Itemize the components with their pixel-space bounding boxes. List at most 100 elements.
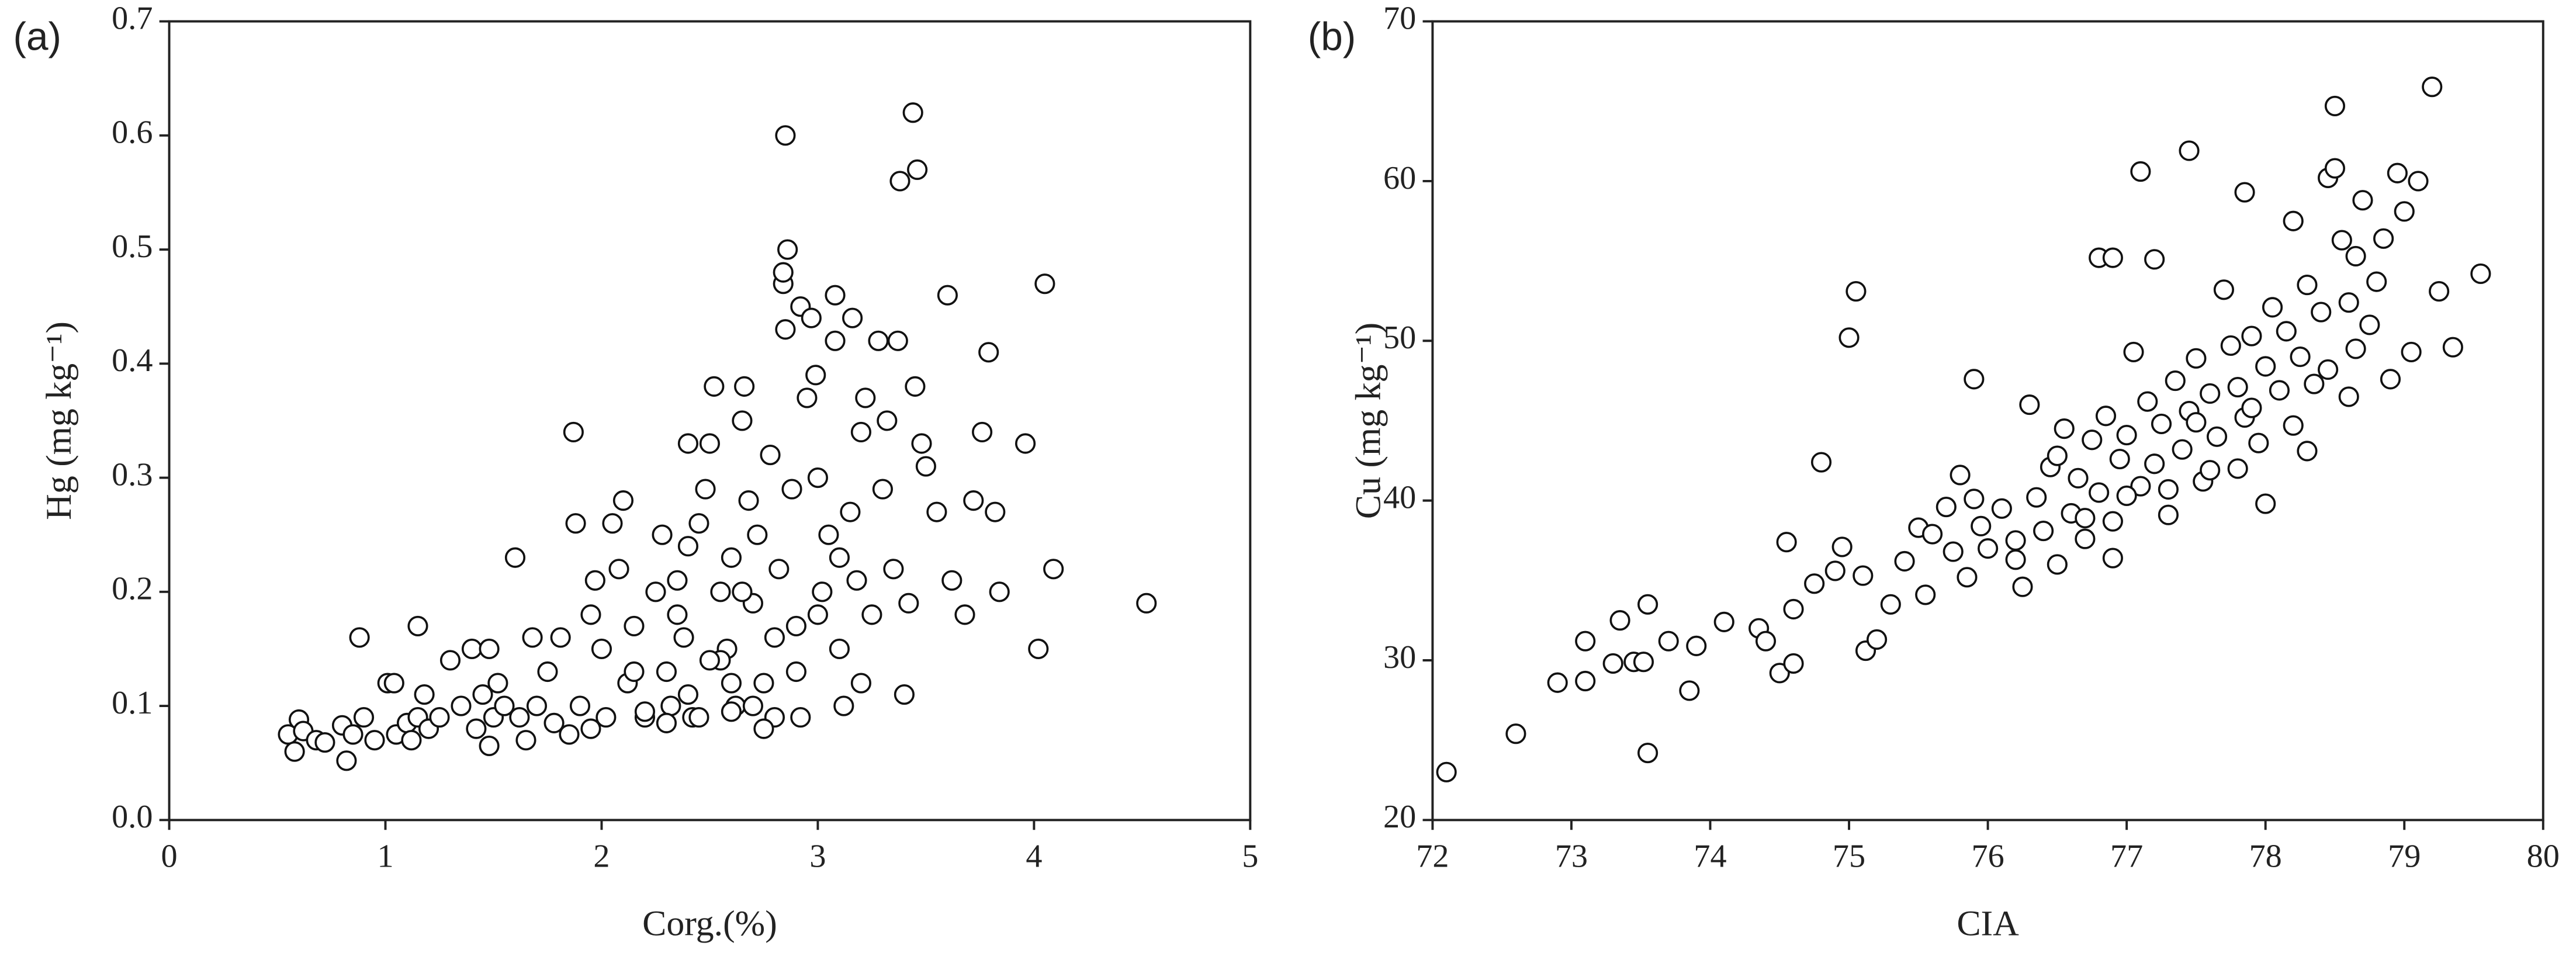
data-point — [2255, 356, 2276, 377]
data-point — [781, 479, 802, 500]
data-point — [2033, 520, 2054, 542]
data-point — [2324, 158, 2346, 179]
data-point — [926, 501, 947, 522]
data-point — [2227, 458, 2248, 479]
x-tick-label: 80 — [2527, 839, 2560, 875]
data-point — [2373, 228, 2394, 249]
data-point — [2130, 161, 2151, 182]
y-tick-label: 30 — [1383, 639, 1416, 676]
data-point — [2345, 338, 2366, 359]
x-tick-label: 73 — [1555, 839, 1588, 875]
data-point — [645, 581, 666, 602]
data-point — [2165, 370, 2186, 392]
data-point — [667, 604, 688, 625]
data-point — [595, 707, 617, 728]
data-point — [504, 547, 526, 568]
data-point — [850, 673, 871, 694]
data-point — [2290, 347, 2311, 368]
y-tick-label: 20 — [1383, 799, 1416, 835]
data-point — [550, 627, 571, 648]
data-point — [699, 650, 721, 671]
y-axis-label: Hg (mg kg⁻¹) — [39, 321, 79, 520]
data-point — [2262, 297, 2283, 318]
data-point — [2047, 554, 2068, 575]
data-point — [721, 701, 742, 722]
data-point — [2109, 448, 2130, 470]
data-point — [439, 650, 461, 671]
data-point — [479, 638, 500, 660]
y-tick-label: 50 — [1383, 320, 1416, 356]
data-point — [699, 433, 721, 454]
data-point — [2234, 182, 2255, 203]
data-point — [2075, 528, 2096, 549]
data-point — [612, 490, 634, 511]
data-point — [747, 524, 768, 545]
data-point — [829, 547, 850, 568]
y-tick-label: 70 — [1383, 0, 1416, 36]
data-point — [1034, 273, 1055, 295]
data-point — [978, 342, 999, 363]
data-point — [314, 732, 335, 753]
data-point — [840, 501, 861, 522]
data-point — [2102, 511, 2123, 532]
data-point — [2019, 394, 2040, 415]
panel-label: (b) — [1308, 15, 1356, 58]
data-point — [2200, 460, 2221, 481]
data-point — [1609, 610, 1630, 631]
data-point — [807, 604, 828, 625]
data-point — [2144, 249, 2165, 270]
data-point — [451, 695, 472, 716]
data-point — [569, 695, 591, 716]
data-point — [732, 581, 753, 602]
data-point — [738, 490, 759, 511]
data-point — [1436, 761, 1457, 782]
data-point — [1936, 496, 1957, 518]
data-point — [624, 615, 645, 636]
data-point — [2255, 493, 2276, 514]
data-point — [742, 695, 764, 716]
data-point — [2172, 439, 2193, 460]
data-point — [515, 730, 536, 751]
data-point — [1547, 672, 1568, 693]
data-point — [624, 661, 645, 683]
data-point — [2304, 373, 2325, 394]
data-point — [790, 707, 811, 728]
data-point — [2200, 383, 2221, 404]
data-point — [850, 421, 871, 443]
y-tick-label: 60 — [1383, 160, 1416, 196]
data-point — [1679, 680, 1700, 701]
data-point — [2422, 77, 2443, 98]
data-point — [2394, 201, 2415, 222]
data-point — [1810, 452, 1832, 473]
x-tick-label: 2 — [593, 839, 610, 875]
data-point — [764, 627, 785, 648]
data-point — [407, 615, 428, 636]
data-point — [825, 330, 846, 351]
data-point — [559, 724, 580, 745]
data-point — [1866, 629, 1888, 650]
data-point — [584, 570, 605, 591]
data-point — [2283, 210, 2304, 231]
data-point — [1921, 524, 1943, 545]
data-point — [2102, 247, 2123, 268]
data-point — [2144, 453, 2165, 474]
data-point — [2338, 292, 2359, 313]
data-point — [760, 444, 781, 466]
y-tick-label: 0.0 — [112, 799, 153, 835]
data-point — [688, 707, 709, 728]
x-tick-label: 4 — [1026, 839, 1042, 875]
data-point — [2352, 190, 2373, 211]
data-point — [656, 661, 677, 683]
data-point — [2012, 576, 2033, 597]
data-point — [580, 718, 601, 739]
data-point — [688, 513, 709, 534]
x-tick-label: 74 — [1694, 839, 1726, 875]
data-point — [1776, 532, 1797, 553]
data-point — [2068, 467, 2089, 489]
data-point — [898, 593, 919, 614]
data-point — [872, 479, 893, 500]
plot-frame — [1431, 20, 2544, 822]
data-point — [695, 479, 716, 500]
data-point — [2324, 95, 2346, 117]
